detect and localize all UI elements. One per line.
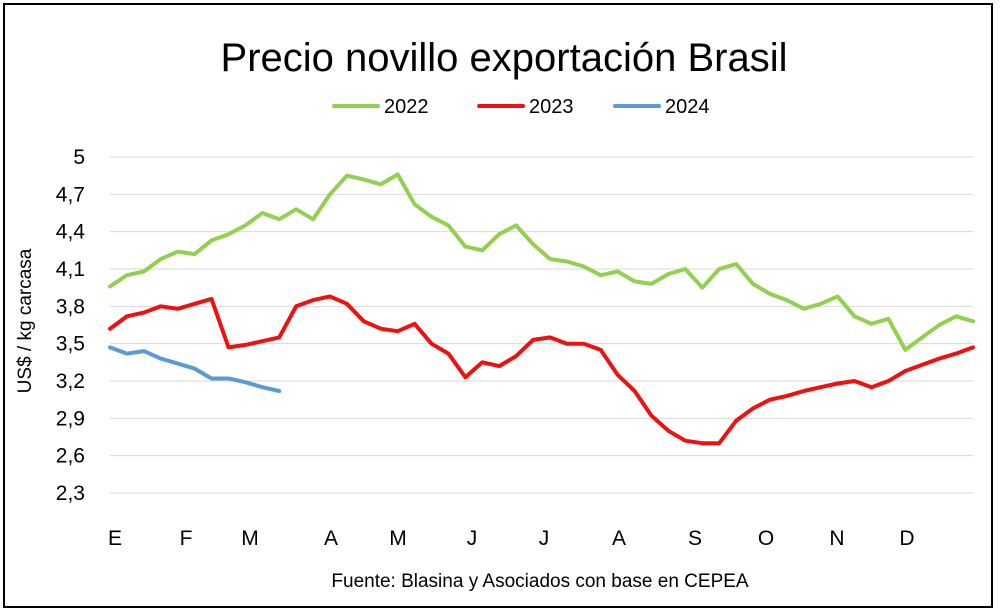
x-tick-label: D [899, 527, 914, 550]
y-tick-label: 2,3 [56, 482, 85, 505]
x-tick-label: J [539, 527, 550, 550]
x-tick-label: E [108, 527, 122, 550]
y-tick-label: 4,1 [56, 258, 85, 281]
x-tick-label: O [758, 527, 774, 550]
legend: 2022 2023 2024 [332, 96, 710, 118]
y-tick-label: 3,8 [56, 295, 85, 318]
chart-title: Precio novillo exportación Brasil [221, 36, 788, 80]
series-line-2022 [108, 172, 975, 352]
series-lines [108, 172, 975, 446]
legend-label-2022: 2022 [384, 96, 429, 118]
legend-label-2024: 2024 [665, 96, 710, 118]
gridlines [110, 156, 973, 494]
y-tick-label: 4,7 [56, 183, 85, 206]
x-tick-label: J [467, 527, 478, 550]
line-chart: Precio novillo exportación Brasil 2022 20… [15, 36, 975, 592]
x-tick-label: F [180, 527, 193, 550]
y-tick-label: 2,6 [56, 445, 85, 468]
x-tick-label: N [829, 527, 844, 550]
series-line-2024 [108, 345, 282, 393]
series-line-2023 [108, 294, 975, 446]
x-tick-label: A [324, 527, 338, 550]
x-tick-label: S [688, 527, 702, 550]
y-axis-ticks: 5 4,7 4,4 4,1 3,8 3,5 3,2 2,9 2,6 2,3 [56, 146, 86, 505]
x-tick-label: M [389, 527, 407, 550]
x-tick-label: A [612, 527, 626, 550]
y-axis-label: US$ / kg carcasa [15, 248, 36, 393]
y-tick-label: 5 [73, 146, 85, 169]
y-tick-label: 3,2 [56, 370, 85, 393]
y-tick-label: 4,4 [56, 221, 86, 244]
source-note: Fuente: Blasina y Asociados con base en … [331, 571, 749, 592]
y-tick-label: 2,9 [56, 407, 85, 430]
legend-label-2023: 2023 [529, 96, 574, 118]
chart-frame: Precio novillo exportación Brasil 2022 20… [3, 3, 993, 608]
x-tick-label: M [241, 527, 259, 550]
y-tick-label: 3,5 [56, 333, 85, 356]
